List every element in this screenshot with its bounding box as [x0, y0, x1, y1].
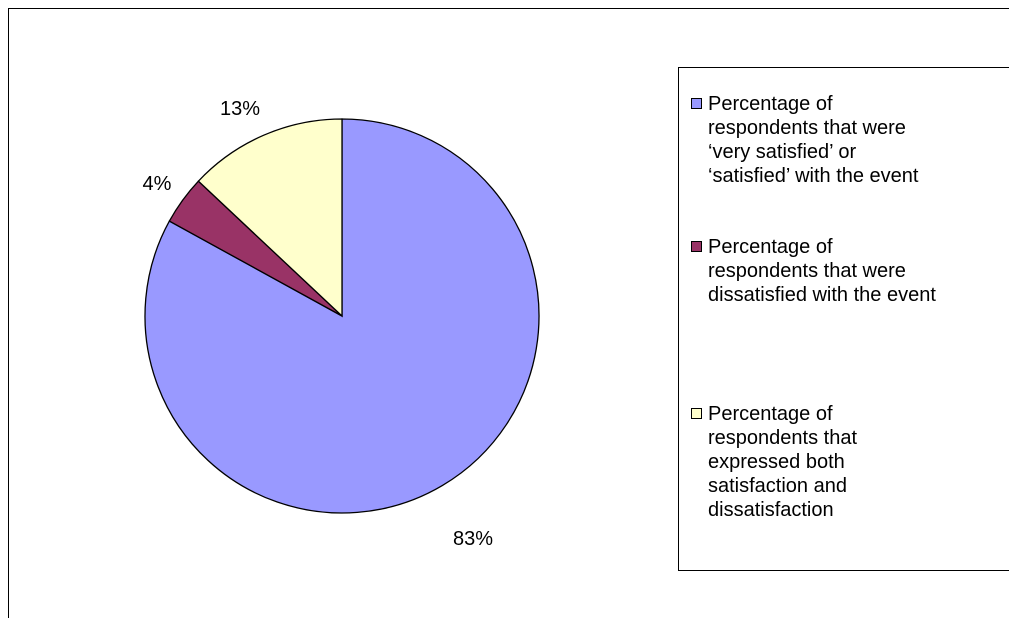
pie-slices: [144, 118, 540, 514]
legend: Percentage of respondents that were ‘ver…: [678, 67, 1009, 571]
pie-data-labels: 83% 4% 13%: [143, 98, 494, 550]
legend-swatch-2: [691, 408, 702, 419]
data-label-slice-2: 13%: [220, 98, 260, 120]
data-label-slice-0: 83%: [453, 528, 493, 550]
legend-label-0: Percentage of respondents that were ‘ver…: [708, 93, 919, 187]
legend-swatch-0: [691, 98, 702, 109]
legend-label-2: Percentage of respondents that expressed…: [708, 403, 857, 521]
pie-slice-2: [197, 118, 343, 318]
legend-label-1: Percentage of respondents that were diss…: [708, 236, 936, 306]
data-label-slice-1: 4%: [143, 173, 172, 195]
legend-swatch-1: [691, 241, 702, 252]
